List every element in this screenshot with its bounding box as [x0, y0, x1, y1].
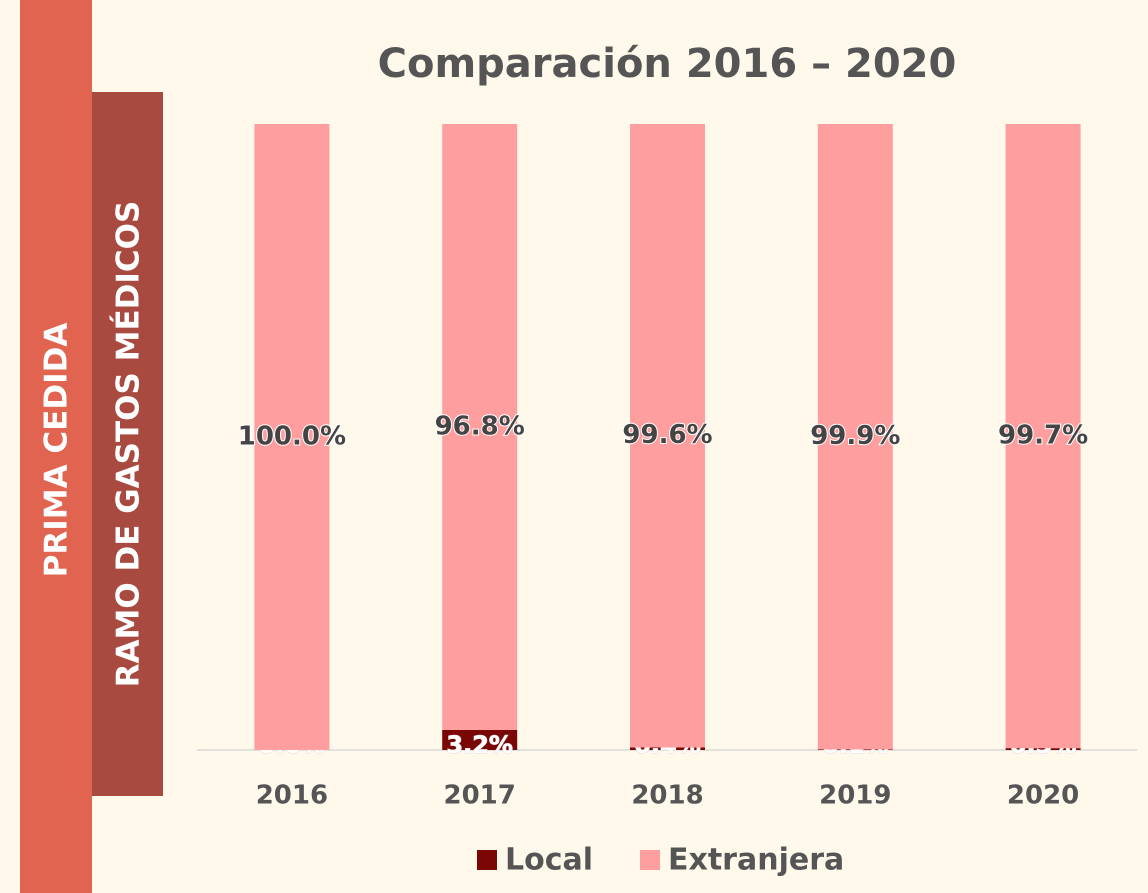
x-tick-label: 2019: [819, 781, 891, 811]
value-label: 96.8%: [435, 411, 525, 441]
value-label: 99.6%: [622, 420, 712, 450]
legend-swatch: [477, 850, 497, 870]
x-tick-label: 2018: [631, 781, 703, 811]
x-tick-label: 2016: [256, 781, 328, 811]
legend-label: Extranjera: [668, 843, 844, 878]
legend-label: Local: [505, 843, 593, 878]
chart-title: Comparación 2016 – 2020: [378, 41, 957, 87]
slide: PRIMA CEDIDA RAMO DE GASTOS MÉDICOS Comp…: [0, 0, 1148, 893]
x-tick-label: 2017: [444, 781, 516, 811]
sidebar-primary-text: PRIMA CEDIDA: [39, 323, 75, 578]
legend-swatch: [640, 850, 660, 870]
value-label: 100.0%: [238, 422, 346, 452]
sidebar-secondary-text: RAMO DE GASTOS MÉDICOS: [111, 201, 147, 688]
value-label: 3.2%: [446, 731, 513, 759]
value-label: 99.9%: [810, 421, 900, 451]
x-tick-label: 2020: [1007, 781, 1079, 811]
value-label: 99.7%: [998, 421, 1088, 451]
